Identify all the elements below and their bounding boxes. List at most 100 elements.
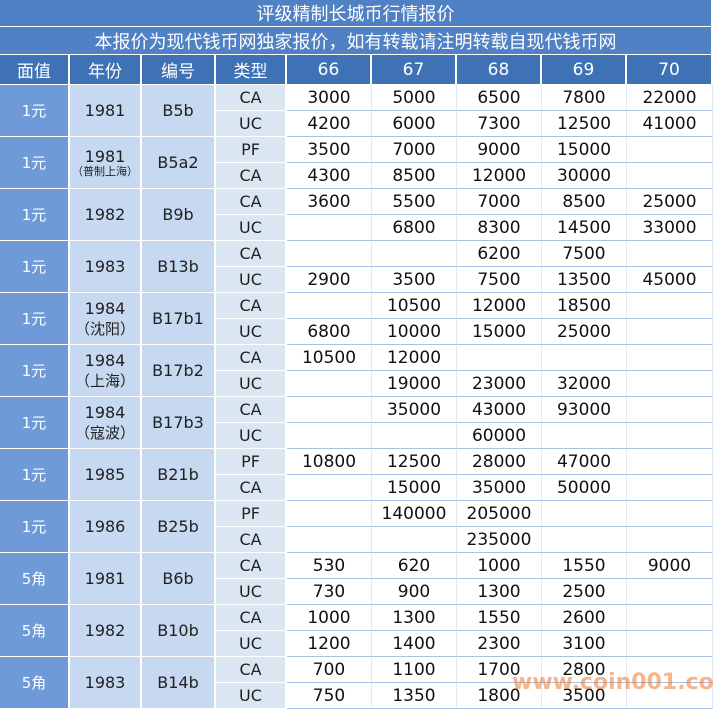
price: 12500 [542,111,627,137]
denomination: 1元 [0,137,70,189]
price: 19000 [372,371,457,397]
price [627,579,713,605]
price: 9000 [457,137,542,163]
grade-type: PF [216,137,287,163]
price [287,475,372,501]
price: 205000 [457,501,542,527]
price [287,501,372,527]
price: 35000 [372,397,457,423]
column-header: 面值 [0,55,70,85]
price: 43000 [457,397,542,423]
denomination: 5角 [0,605,70,657]
grade-type: CA [216,85,287,111]
price: 32000 [542,371,627,397]
year: 1982 [70,189,142,241]
price [372,423,457,449]
year: 1982 [70,605,142,657]
price [287,423,372,449]
code: B10b [142,605,216,657]
price [627,345,713,371]
grade-type: CA [216,553,287,579]
grade-type: CA [216,293,287,319]
price: 4300 [287,163,372,189]
price: 7000 [372,137,457,163]
price [457,345,542,371]
price: 900 [372,579,457,605]
grade-type: CA [216,605,287,631]
year-text: 1986 [84,517,126,536]
column-header: 69 [542,55,627,85]
grade-type: UC [216,267,287,293]
price: 18500 [542,293,627,319]
grade-type: PF [216,501,287,527]
price: 700 [287,657,372,683]
price: 12500 [372,449,457,475]
price [627,475,713,501]
price: 60000 [457,423,542,449]
price: 8500 [542,189,627,215]
price [627,371,713,397]
year: 1981 [70,553,142,605]
code: B17b3 [142,397,216,449]
price: 2900 [287,267,372,293]
price: 6000 [372,111,457,137]
year: 1984 （上海） [70,345,142,397]
price: 5500 [372,189,457,215]
price: 41000 [627,111,713,137]
price: 50000 [542,475,627,501]
price [372,527,457,553]
code: B17b2 [142,345,216,397]
grade-type: CA [216,163,287,189]
price: 33000 [627,215,713,241]
price [627,397,713,423]
year: 1984 （寇波） [70,397,142,449]
denomination: 1元 [0,397,70,449]
grade-type: UC [216,579,287,605]
code: B5b [142,85,216,137]
code: B13b [142,241,216,293]
column-header: 年份 [70,55,142,85]
price [287,215,372,241]
price: 730 [287,579,372,605]
denomination: 1元 [0,449,70,501]
column-header: 编号 [142,55,216,85]
denomination: 1元 [0,85,70,137]
price: 1550 [542,553,627,579]
price [627,163,713,189]
code: B14b [142,657,216,709]
price: 530 [287,553,372,579]
price: 14500 [542,215,627,241]
price [542,345,627,371]
price [372,241,457,267]
price: 2800 [542,657,627,683]
price: 7800 [542,85,627,111]
grade-type: CA [216,657,287,683]
price [627,501,713,527]
price: 3500 [287,137,372,163]
denomination: 5角 [0,553,70,605]
price: 1700 [457,657,542,683]
price [542,527,627,553]
denomination: 1元 [0,345,70,397]
price: 10000 [372,319,457,345]
denomination: 1元 [0,189,70,241]
price: 2600 [542,605,627,631]
price: 22000 [627,85,713,111]
price: 8500 [372,163,457,189]
price: 4200 [287,111,372,137]
denomination: 1元 [0,293,70,345]
price: 3100 [542,631,627,657]
price [627,449,713,475]
price [287,397,372,423]
price: 3500 [372,267,457,293]
year-text: 1982 [84,205,126,224]
year-text: 1984 [84,298,126,318]
price: 10800 [287,449,372,475]
price: 28000 [457,449,542,475]
year-text: 1981 [84,147,126,166]
column-header: 66 [287,55,372,85]
price: 35000 [457,475,542,501]
grade-type: UC [216,111,287,137]
price: 7500 [457,267,542,293]
grade-type: UC [216,371,287,397]
